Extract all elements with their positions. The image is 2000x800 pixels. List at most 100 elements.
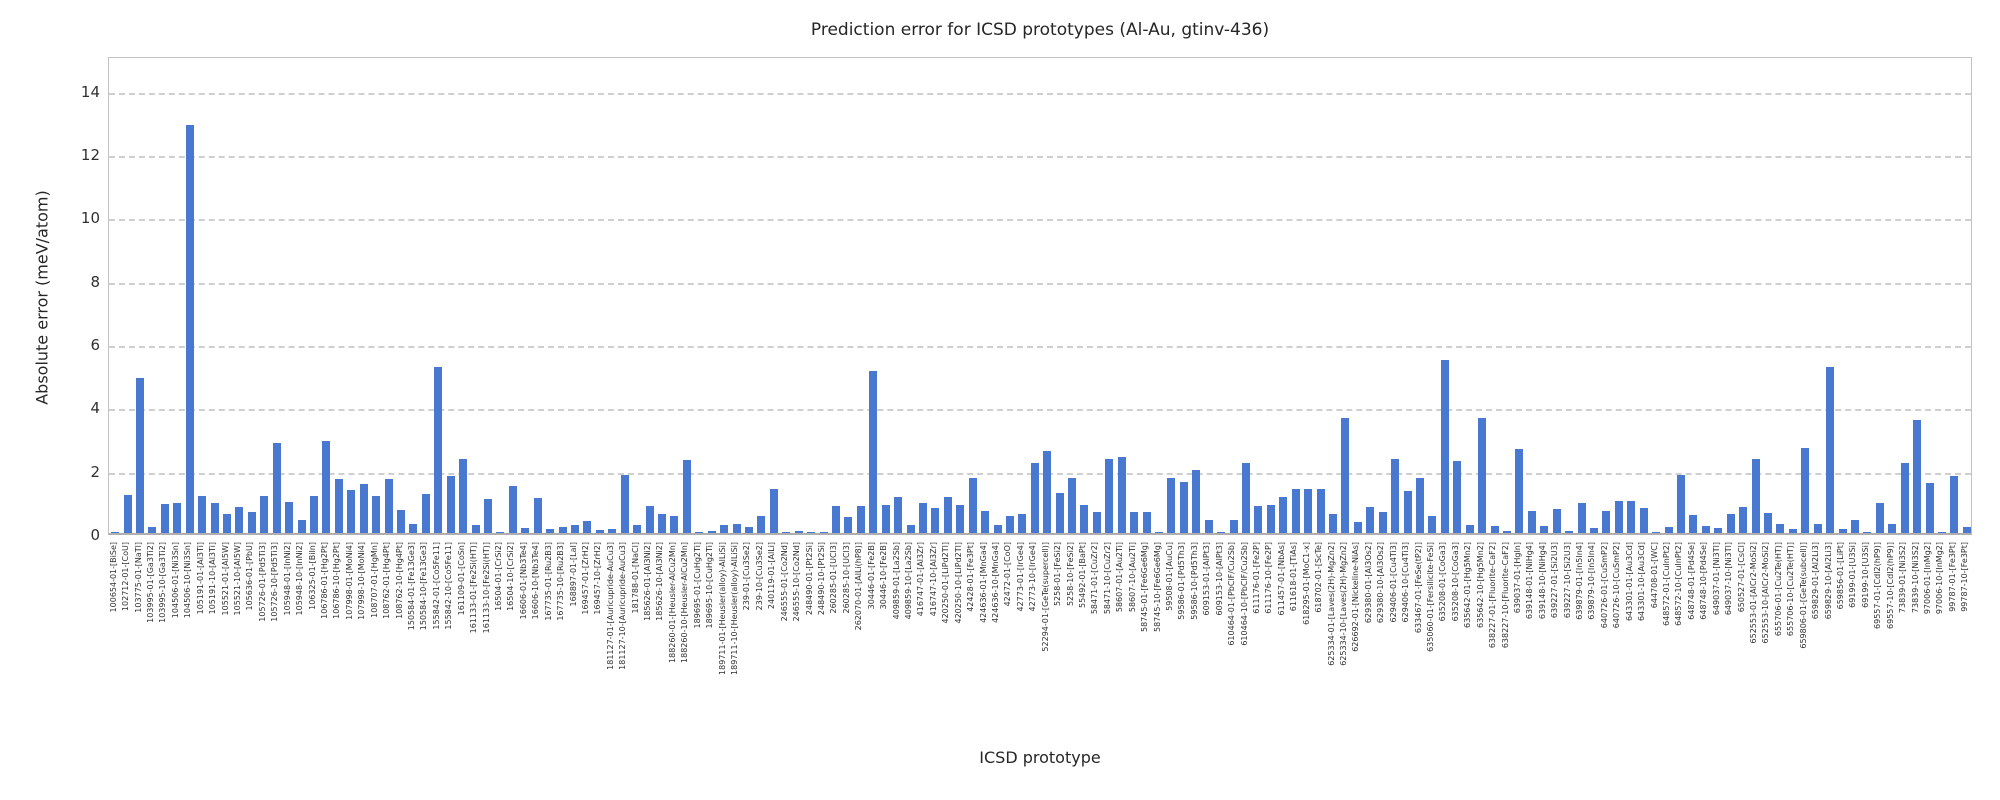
bar [1826, 366, 1835, 533]
x-tick-label: 58607-10-[Au2Ti] [1127, 542, 1137, 613]
bar [1788, 529, 1797, 533]
bar [844, 517, 853, 533]
bar [956, 504, 965, 533]
x-tick-label: 105948-10-[InNi2] [295, 542, 305, 616]
x-tick-label: 420250-01-[LiPd2Tl] [941, 542, 951, 624]
x-tick-label: 618702-01-[ScTe] [1314, 542, 1324, 613]
bar [496, 532, 505, 533]
x-tick-label: 150584-01-[Fe13Ge3] [406, 542, 416, 631]
x-tick-label: 409859-01-[La2Sb] [891, 542, 901, 620]
x-tick-label: 73839-01-[Ni3S2] [1898, 542, 1908, 614]
x-tick-label: 246555-01-[Co2Nd] [779, 542, 789, 622]
gridline-y8 [109, 282, 1971, 285]
bar [670, 515, 679, 533]
bar [571, 524, 579, 533]
bar [807, 531, 816, 533]
x-tick-label: 648572-01-[CuInPt2] [1662, 542, 1672, 626]
bar [347, 490, 356, 533]
bar [1329, 514, 1338, 533]
x-tick-label: 420250-10-[LiPd2Tl] [953, 542, 963, 624]
bar [1378, 512, 1387, 533]
bar [1925, 482, 1934, 533]
y-tick-label-8: 8 [90, 272, 100, 291]
bar [1304, 489, 1313, 533]
x-tick-label: 107998-10-[MoNi4] [357, 542, 367, 620]
x-tick-label: 185626-10-[Al3Ni2] [655, 542, 665, 621]
x-tick-label: 248490-01-[Pt2Si] [804, 542, 814, 616]
x-tick-label: 30446-10-[Fe2B] [879, 542, 889, 610]
bar [1900, 463, 1909, 533]
bar [434, 366, 443, 533]
bar [1353, 521, 1362, 533]
bar [1813, 523, 1822, 533]
x-tick-label: 155842-01-[Co5Fe11] [431, 542, 441, 630]
x-tick-label: 644708-01-[WC] [1649, 542, 1659, 609]
bar [968, 477, 977, 533]
bar [1403, 490, 1412, 533]
x-tick-label: 638227-10-[Fluorite-CaF2] [1500, 542, 1510, 649]
x-tick-label: 239-10-[Cu3Se2] [754, 542, 764, 611]
x-tick-label: 659856-01-[LiPt] [1836, 542, 1846, 610]
x-tick-label: 99787-10-[Fe3Pt] [1960, 542, 1970, 612]
bar [1204, 520, 1213, 533]
bar [707, 531, 716, 533]
x-tick-label: 16504-10-[CrSi2] [506, 542, 516, 611]
x-tick-label: 5258-10-[FeSi2] [1065, 542, 1075, 607]
bar [111, 532, 120, 533]
bar [794, 530, 803, 533]
x-tick-label: 629406-10-[Cu4Ti3] [1401, 542, 1411, 623]
x-tick-label: 409859-10-[La2Sb] [904, 542, 914, 620]
x-tick-label: 652553-01-[AlCr2-MoSi2] [1749, 542, 1759, 644]
bar [819, 532, 828, 533]
bar [732, 523, 741, 533]
bar [1043, 450, 1052, 533]
x-tick-label: 105191-10-[Al3Ti] [208, 542, 218, 615]
bar [918, 502, 927, 533]
x-tick-label: 100654-01-[BiSe] [108, 542, 118, 613]
bar [1962, 527, 1971, 533]
bar [682, 459, 691, 533]
x-tick-label: 16606-10-[Nb3Te4] [531, 542, 541, 620]
x-tick-label: 16606-01-[Nb3Te4] [518, 542, 528, 620]
x-tick-label: 150584-10-[Fe13Ge3] [419, 542, 429, 631]
x-tick-label: 181788-01-[NaCl] [630, 542, 640, 614]
bar [1217, 532, 1226, 533]
bar [1130, 512, 1139, 533]
x-tick-label: 635208-01-[CoGa3] [1438, 542, 1448, 622]
bar [198, 495, 207, 533]
plot-area [108, 57, 1972, 535]
x-tick-label: 168897-01-[LaI] [568, 542, 578, 607]
bar [1801, 447, 1810, 533]
x-tick-label: 611618-01-[TiAs] [1289, 542, 1299, 612]
x-tick-label: 629406-01-[Cu4Ti3] [1388, 542, 1398, 623]
x-tick-label: 169457-01-[ZrH2] [580, 542, 590, 615]
x-tick-label: 635060-01-[Fersilicite-FeSi] [1425, 542, 1435, 652]
bar [1179, 482, 1188, 533]
x-tick-label: 189711-01-[Heusler(alloy)-AlLiSi] [717, 542, 727, 675]
x-tick-label: 42773-10-[IrGe4] [1028, 542, 1038, 612]
bar [1092, 512, 1101, 533]
bar [1751, 458, 1760, 533]
x-tick-label: 5258-01-[FeSi2] [1053, 542, 1063, 607]
x-tick-label: 59508-01-[AuCu] [1164, 542, 1174, 611]
bar [1913, 419, 1922, 533]
bar [906, 525, 915, 533]
x-tick-label: 643301-01-[Au3Cd] [1624, 542, 1634, 622]
x-tick-label: 97006-01-[InMg2] [1923, 542, 1932, 615]
y-tick-label-6: 6 [90, 336, 100, 355]
bar [657, 514, 666, 533]
gridline-y6 [109, 346, 1971, 349]
bar [1565, 530, 1574, 533]
x-tick-label: 655706-10-[Cu2Te(HT)] [1786, 542, 1796, 637]
bar [1652, 532, 1661, 533]
bar [484, 498, 492, 533]
bar [1366, 507, 1375, 533]
bar [1030, 463, 1039, 533]
bar [1614, 501, 1623, 533]
bar [459, 458, 468, 533]
x-tick-label: 58471-10-[CuZr2] [1102, 542, 1112, 615]
bar [931, 507, 940, 533]
bar [297, 520, 306, 533]
bar [409, 523, 418, 533]
x-tick-label: 105191-01-[Al3Ti] [195, 542, 205, 615]
